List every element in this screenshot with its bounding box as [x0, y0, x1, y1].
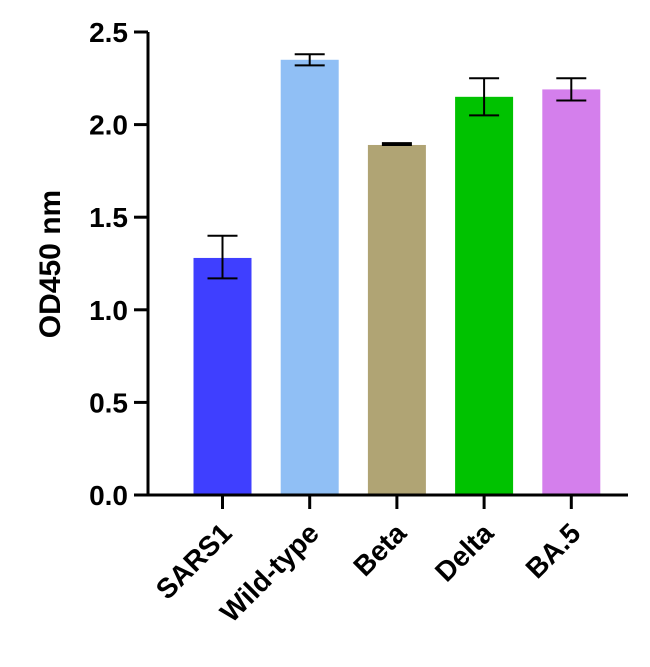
x-tick-label: Beta: [347, 517, 412, 582]
error-bar-beta: [381, 142, 412, 146]
y-tick-label: 0.0: [89, 480, 128, 511]
y-tick-label: 1.0: [89, 295, 128, 326]
error-bar-wild-type: [294, 53, 325, 67]
error-bar-sars1: [207, 234, 238, 280]
bar-beta: [367, 144, 426, 496]
error-bar-delta: [469, 77, 500, 117]
x-tick-label: SARS1: [150, 517, 238, 605]
bar-delta: [455, 96, 514, 495]
bar-wild-type: [280, 59, 339, 495]
bars-layer: [193, 59, 601, 496]
y-tick-label: 2.0: [89, 110, 128, 141]
axes-layer: [146, 32, 628, 497]
x-tick-label: Delta: [429, 517, 500, 588]
x-tick-label: BA.5: [520, 517, 587, 584]
bar-ba-5: [542, 89, 601, 496]
error-bars-layer: [207, 53, 587, 280]
y-tick-label: 0.5: [89, 387, 128, 418]
y-tick-label: 1.5: [89, 202, 128, 233]
y-tick-label: 2.5: [89, 17, 128, 48]
bar-sars1: [193, 257, 252, 495]
error-bar-ba-5: [556, 77, 587, 102]
y-axis-title: OD450 nm: [34, 190, 67, 338]
y-ticks-layer: 0.0 0.5 1.0 1.5 2.0 2.5: [89, 17, 148, 511]
